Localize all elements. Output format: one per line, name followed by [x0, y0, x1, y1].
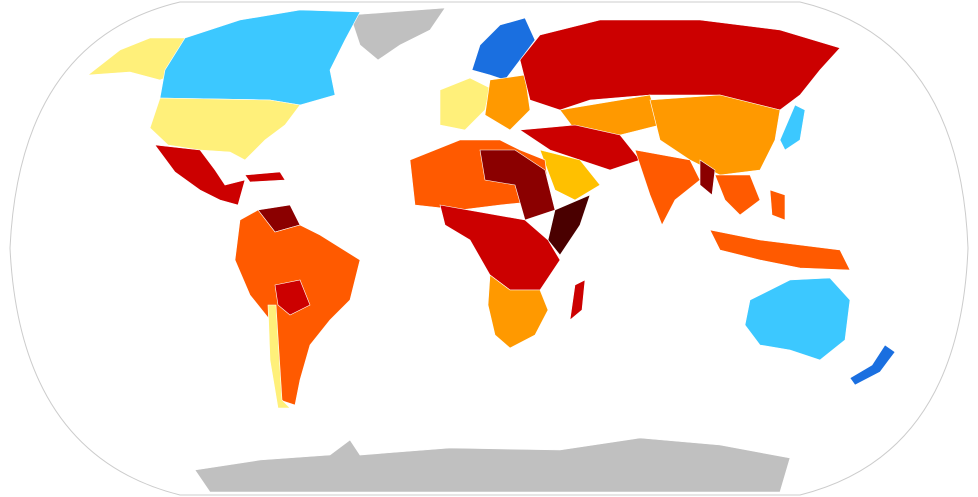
indonesia — [709, 229, 851, 271]
russia — [519, 19, 841, 111]
bolivia-paraguay — [274, 279, 311, 316]
arabia — [539, 149, 601, 201]
scandinavia — [471, 17, 536, 81]
western-europe — [439, 77, 491, 131]
australia — [744, 277, 851, 361]
eastern-europe — [484, 74, 531, 131]
antarctica — [194, 437, 791, 493]
greenland — [349, 7, 446, 61]
middle-east — [519, 124, 641, 171]
canada — [159, 9, 361, 106]
philippines — [769, 189, 786, 221]
caribbean — [244, 171, 286, 183]
chile — [267, 304, 291, 409]
myanmar — [699, 159, 716, 196]
madagascar — [569, 279, 586, 321]
japan — [779, 104, 806, 151]
new-zealand — [849, 344, 896, 386]
usa — [149, 97, 301, 161]
china — [649, 94, 781, 176]
countries — [87, 7, 896, 493]
mexico — [154, 144, 246, 206]
horn-of-africa — [547, 194, 591, 256]
libya-sudan — [479, 149, 556, 221]
southeast-asia — [714, 174, 761, 216]
india — [634, 149, 701, 226]
southern-africa — [487, 274, 549, 349]
